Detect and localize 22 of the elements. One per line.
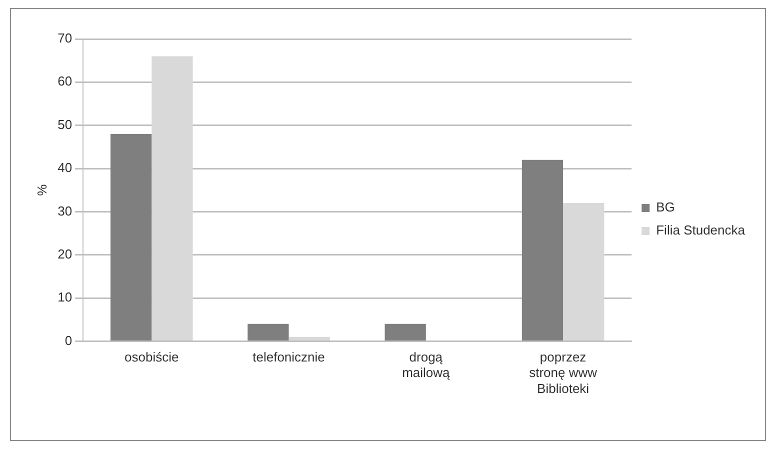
y-tick-label: 0 [64, 332, 72, 348]
x-tick-label: telefonicznie [252, 350, 325, 365]
y-tick-label: 20 [58, 246, 72, 262]
y-tick-label: 70 [58, 30, 72, 46]
legend-label: Filia Studencka [656, 222, 746, 238]
x-tick-label: poprzez stronę www Biblioteki [529, 350, 598, 396]
x-tick-label: drogą mailową [402, 350, 451, 380]
y-tick-label: 50 [58, 116, 72, 132]
bar [288, 336, 330, 340]
bar [110, 134, 152, 340]
y-tick-label: 40 [58, 160, 72, 176]
x-tick-label: osobiście [124, 350, 179, 365]
bar [522, 160, 564, 340]
y-axis-title: % [34, 184, 50, 196]
legend-label: BG [656, 200, 675, 215]
bar [384, 324, 426, 340]
y-tick-label: 60 [58, 74, 72, 89]
y-tick-label: 30 [58, 203, 72, 218]
y-tick-label: 10 [58, 290, 72, 305]
bar [248, 324, 289, 340]
bar [563, 203, 604, 340]
bar [152, 56, 193, 340]
